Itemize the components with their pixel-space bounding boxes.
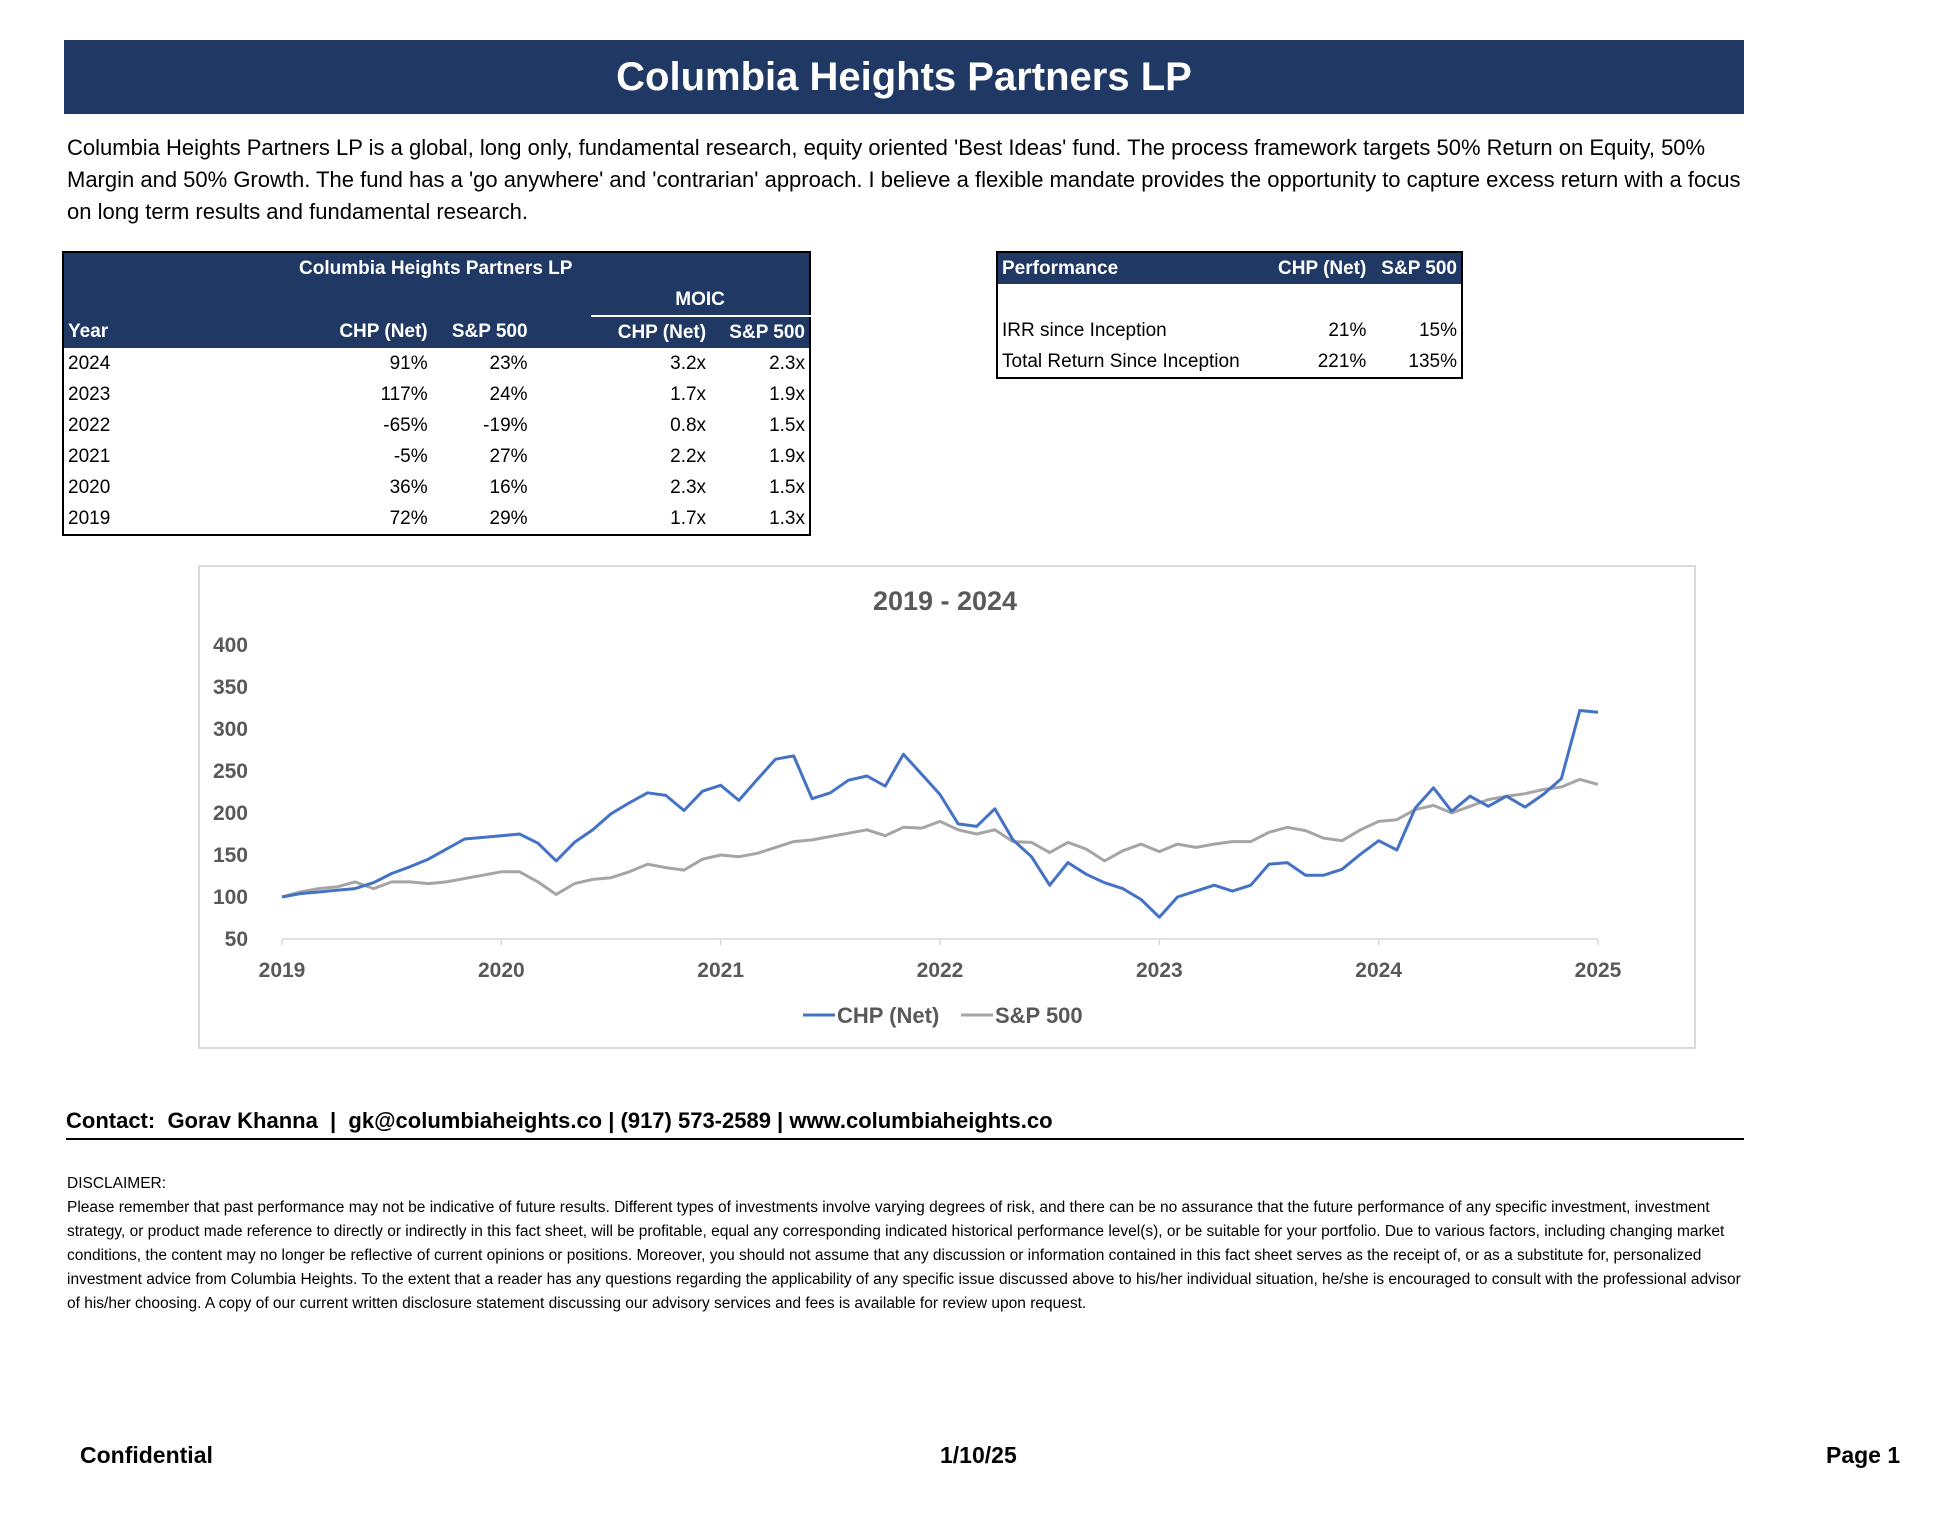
page-title: Columbia Heights Partners LP [616,54,1192,99]
col-chp: CHP (Net) [1278,257,1367,279]
col-chp-return: CHP (Net) [339,321,428,342]
cell-metric: Total Return Since Inception [1002,350,1240,372]
x-tick-label: 2024 [1355,959,1402,982]
y-tick-label: 100 [213,886,248,909]
col-chp-moic: CHP (Net) [617,321,707,343]
y-tick-label: 300 [213,718,248,741]
spacer-row [997,284,1462,315]
x-tick-label: 2019 [259,959,306,982]
cell-sp-moic: 1.5x [769,414,805,436]
cell-year: 2023 [68,383,111,405]
disclaimer-body: Please remember that past performance ma… [67,1199,1741,1312]
col-sp-moic: S&P 500 [729,321,805,343]
cell-sp-return: -19% [483,414,528,436]
x-tick-label: 2021 [697,959,744,982]
y-tick-label: 50 [225,928,248,951]
cell-sp-return: 27% [489,445,528,467]
cell-sp-return: 16% [489,476,528,498]
line-chart-svg: 2019 - 2024 50 100 150 200 250 300 350 400 2019 2… [213,586,1622,1028]
cell-year: 2024 [68,352,111,374]
cell-sp-moic: 1.9x [769,445,805,467]
cell-chp-moic: 1.7x [670,383,707,405]
cell-chp-moic: 2.2x [670,445,707,467]
cell-chp-moic: 3.2x [670,352,707,374]
cell-chp-return: -65% [383,414,428,436]
y-tick-label: 150 [213,844,248,867]
table-title-row: Columbia Heights Partners LP [63,252,810,284]
fund-description: Columbia Heights Partners LP is a global… [67,135,1741,224]
y-tick-label: 350 [213,676,248,699]
contact-line: Contact: Gorav Khanna | gk@columbiaheigh… [66,1108,1744,1140]
table-title: Columbia Heights Partners LP [299,257,573,279]
title-banner: Columbia Heights Partners LP [64,40,1744,114]
cell-chp: 21% [1328,319,1367,341]
disclaimer-heading: DISCLAIMER: [67,1175,167,1192]
moic-header-row: MOIC [63,284,810,317]
performance-header-row: Performance CHP (Net) S&P 500 [997,252,1462,284]
footer-confidential: Confidential [80,1442,213,1468]
disclaimer: DISCLAIMER: Please remember that past pe… [67,1172,1747,1316]
table-row: 2021 -5% 27% 2.2x 1.9x [63,441,810,472]
cell-chp-return: 91% [389,352,428,374]
y-tick-label: 250 [213,760,248,783]
table-row: 2024 91% 23% 3.2x 2.3x [63,348,810,379]
chart-title: 2019 - 2024 [873,586,1017,616]
series-line-s-p-500 [281,777,1599,899]
series-line-chp-net [281,709,1599,919]
cell-sp: 135% [1408,350,1457,372]
cell-sp-return: 23% [489,352,528,374]
cell-sp-moic: 1.9x [769,383,805,405]
cell-year: 2022 [68,414,111,436]
cell-chp: 221% [1317,350,1367,372]
table-row: 2022 -65% -19% 0.8x 1.5x [63,410,810,441]
cell-chp-return: 117% [380,383,428,405]
performance-chart: 2019 - 2024 50 100 150 200 250 300 350 400 2019 2… [198,565,1696,1049]
cell-chp-moic: 0.8x [670,414,707,436]
cell-chp-return: 72% [389,507,428,529]
col-sp: S&P 500 [1381,257,1457,279]
cell-year: 2021 [68,445,111,467]
cell-chp-moic: 1.7x [670,507,707,529]
x-tick-label: 2025 [1575,959,1622,982]
cell-year: 2019 [68,507,111,529]
y-tick-label: 200 [213,802,248,825]
cell-sp-return: 24% [489,383,528,405]
x-tick-label: 2022 [917,959,964,982]
cell-sp-moic: 1.5x [769,476,805,498]
x-tick-label: 2023 [1136,959,1183,982]
x-tick-label: 2020 [478,959,525,982]
legend-label-s-p-500: S&P 500 [995,1003,1083,1028]
footer-page-number: Page 1 [1826,1442,1901,1468]
moic-label: MOIC [591,284,810,317]
cell-metric: IRR since Inception [1002,319,1167,341]
column-header-row: Year CHP (Net) S&P 500 CHP (Net) S&P 500 [63,316,810,348]
table-row: IRR since Inception 21% 15% [997,315,1462,346]
col-sp-return: S&P 500 [451,321,528,342]
legend-label-chp-net: CHP (Net) [837,1003,939,1028]
plot-area: 50 100 150 200 250 300 350 400 2019 2020 2021 2022 2… [213,634,1622,1028]
footer-date: 1/10/25 [940,1442,1017,1468]
col-performance: Performance [1002,257,1119,279]
cell-sp-moic: 2.3x [769,352,805,374]
cell-sp-moic: 1.3x [769,507,805,529]
cell-chp-return: 36% [389,476,428,498]
table-row: 2023 117% 24% 1.7x 1.9x [63,379,810,410]
cell-chp-return: -5% [393,445,428,467]
cell-sp-return: 29% [489,507,528,529]
table-row: 2019 72% 29% 1.7x 1.3x [63,503,810,535]
cell-sp: 15% [1418,319,1457,341]
y-tick-label: 400 [213,634,248,657]
col-year: Year [68,321,109,342]
cell-year: 2020 [68,476,111,498]
table-row: 2020 36% 16% 2.3x 1.5x [63,472,810,503]
table-row: Total Return Since Inception 221% 135% [997,346,1462,378]
annual-returns-table: Columbia Heights Partners LP MOIC Year C… [62,251,811,536]
performance-table: Performance CHP (Net) S&P 500 IRR since … [996,251,1463,379]
cell-chp-moic: 2.3x [670,476,707,498]
